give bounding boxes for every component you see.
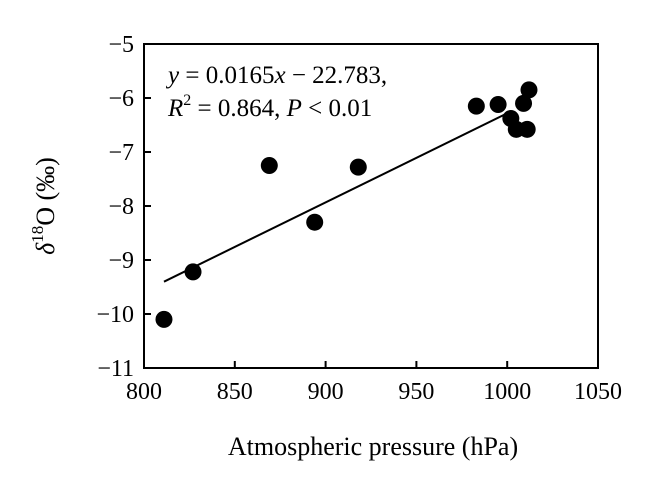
data-point: [184, 263, 202, 281]
plot-area: −5 −6 −7 −8 −9 −10 −11 800 850 900 950 1000 1050: [96, 32, 622, 405]
y-tick-label: −10: [96, 302, 134, 328]
x-axis-ticks: 800 850 900 950 1000 1050: [126, 361, 622, 405]
data-point: [349, 158, 367, 176]
data-point: [467, 97, 485, 115]
data-point: [306, 213, 324, 231]
y-tick-label: −8: [108, 194, 134, 220]
x-tick-label: 1050: [574, 379, 622, 405]
data-point: [260, 157, 278, 174]
regression-line: [163, 111, 510, 283]
data-point: [520, 81, 538, 99]
equation-line-2: R2 = 0.864, P < 0.01: [167, 92, 372, 122]
y-tick-label: −7: [108, 140, 134, 166]
y-tick-label: −9: [108, 248, 134, 274]
y-tick-label: −11: [97, 356, 134, 382]
equation-line-1: y = 0.0165x − 22.783,: [165, 62, 387, 89]
x-tick-label: 850: [217, 379, 253, 405]
y-tick-label: −6: [108, 86, 134, 112]
x-tick-label: 950: [398, 379, 434, 405]
x-tick-label: 1000: [483, 379, 531, 405]
y-axis-ticks: −5 −6 −7 −8 −9 −10 −11: [96, 32, 151, 382]
x-tick-label: 900: [308, 379, 344, 405]
data-point: [515, 94, 533, 112]
x-tick-label: 800: [126, 379, 162, 405]
y-axis-title: δ18O (‰): [28, 157, 60, 255]
data-point: [489, 95, 507, 113]
data-points: [155, 81, 538, 328]
x-axis-title: Atmospheric pressure (hPa): [228, 432, 518, 461]
data-point: [155, 310, 173, 328]
data-point: [518, 120, 536, 138]
y-tick-label: −5: [108, 32, 134, 58]
